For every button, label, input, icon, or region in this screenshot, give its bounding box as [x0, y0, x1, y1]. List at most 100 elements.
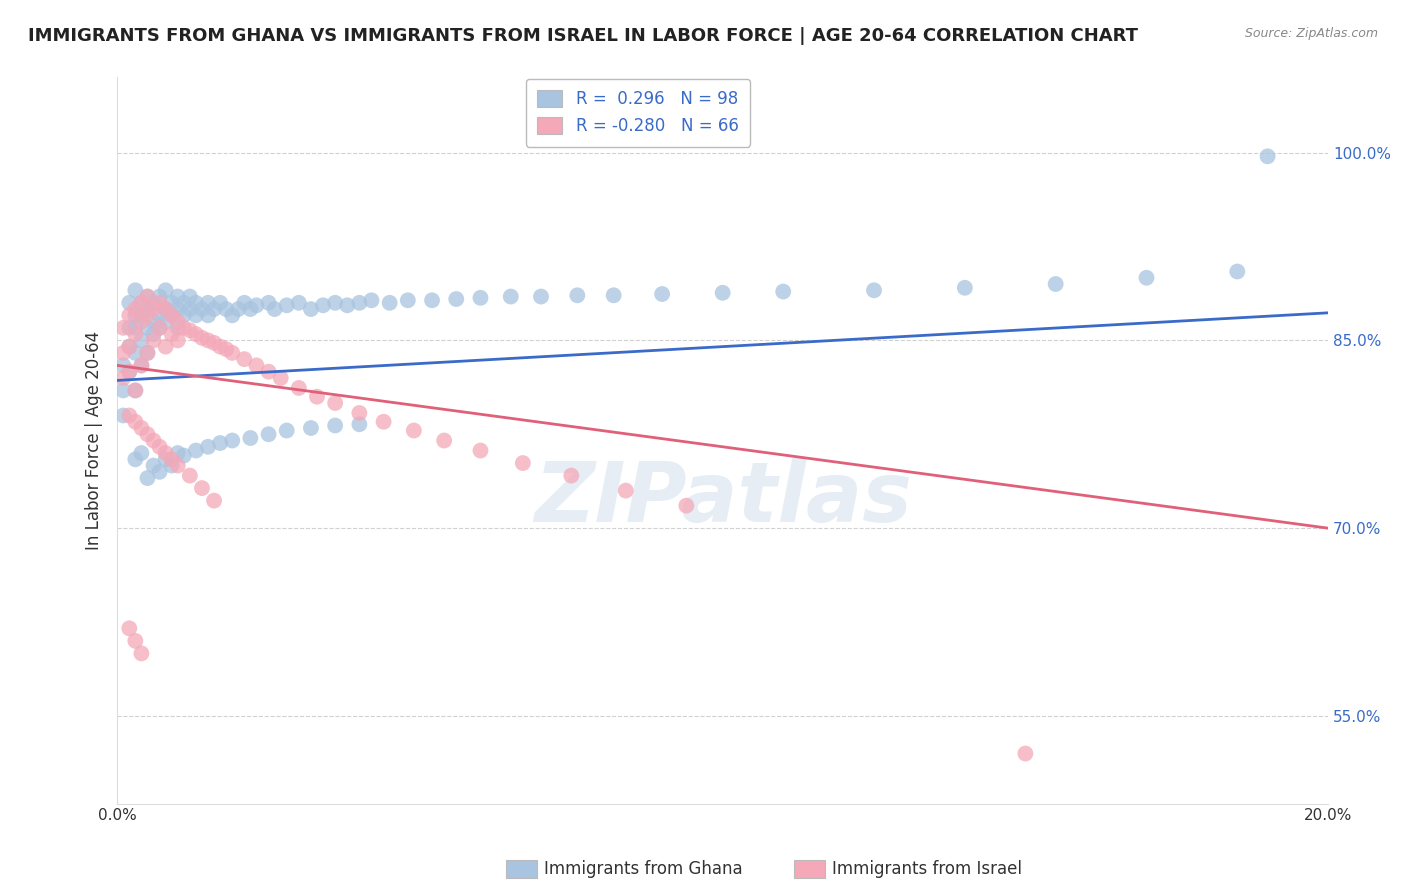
Point [155, 340, 177, 354]
Point [155, 452, 177, 467]
Point [112, 321, 135, 335]
Text: Source: ZipAtlas.com: Source: ZipAtlas.com [1244, 27, 1378, 40]
Point [136, 321, 159, 335]
Point [470, 291, 492, 305]
Point [197, 309, 219, 323]
Point [136, 346, 159, 360]
Point [118, 295, 141, 310]
Point [173, 449, 195, 463]
Point [124, 321, 146, 335]
Legend: R =  0.296   N = 98, R = -0.280   N = 66: R = 0.296 N = 98, R = -0.280 N = 66 [526, 78, 751, 146]
Point [112, 384, 135, 398]
Point [136, 301, 159, 316]
Point [142, 295, 165, 310]
Point [312, 298, 335, 312]
Point [124, 283, 146, 297]
Point [191, 301, 214, 316]
Point [202, 335, 225, 350]
Point [336, 298, 359, 312]
Point [173, 309, 195, 323]
Point [675, 499, 697, 513]
Point [166, 321, 188, 335]
Point [245, 359, 267, 373]
Point [142, 434, 165, 448]
Point [239, 431, 262, 445]
Point [560, 468, 582, 483]
Point [470, 443, 492, 458]
Y-axis label: In Labor Force | Age 20-64: In Labor Force | Age 20-64 [86, 331, 103, 550]
Point [602, 288, 624, 302]
Point [124, 452, 146, 467]
Point [173, 295, 195, 310]
Point [245, 298, 267, 312]
Point [148, 295, 170, 310]
Point [136, 289, 159, 303]
Point [131, 295, 153, 310]
Point [131, 446, 153, 460]
Point [131, 334, 153, 348]
Point [142, 334, 165, 348]
Point [276, 298, 298, 312]
Point [160, 309, 183, 323]
Point [184, 309, 207, 323]
Text: IMMIGRANTS FROM GHANA VS IMMIGRANTS FROM ISRAEL IN LABOR FORCE | AGE 20-64 CORRE: IMMIGRANTS FROM GHANA VS IMMIGRANTS FROM… [28, 27, 1137, 45]
Point [197, 440, 219, 454]
Point [148, 309, 170, 323]
Point [112, 409, 135, 423]
Point [136, 471, 159, 485]
Point [239, 301, 262, 316]
Point [136, 309, 159, 323]
Point [166, 334, 188, 348]
Point [131, 309, 153, 323]
Point [402, 424, 425, 438]
Point [166, 446, 188, 460]
Point [142, 327, 165, 342]
Point [184, 443, 207, 458]
Point [257, 365, 280, 379]
Point [197, 334, 219, 348]
Point [142, 315, 165, 329]
Point [160, 327, 183, 342]
Point [136, 427, 159, 442]
Point [118, 340, 141, 354]
Point [1014, 747, 1036, 761]
Point [323, 418, 346, 433]
Point [142, 301, 165, 316]
Point [131, 295, 153, 310]
Point [166, 289, 188, 303]
Point [179, 323, 201, 337]
Point [148, 321, 170, 335]
Point [166, 315, 188, 329]
Point [209, 295, 232, 310]
Point [155, 446, 177, 460]
Point [155, 283, 177, 297]
Point [202, 493, 225, 508]
Point [499, 289, 522, 303]
Point [148, 440, 170, 454]
Point [567, 288, 589, 302]
Point [349, 295, 371, 310]
Point [257, 295, 280, 310]
Point [420, 293, 443, 308]
Point [433, 434, 456, 448]
Point [446, 292, 468, 306]
Point [202, 301, 225, 316]
Point [323, 295, 346, 310]
Point [191, 481, 214, 495]
Point [373, 415, 395, 429]
Point [197, 295, 219, 310]
Point [166, 458, 188, 473]
Point [179, 301, 201, 316]
Point [711, 285, 734, 300]
Point [124, 633, 146, 648]
Point [179, 468, 201, 483]
Point [112, 359, 135, 373]
Point [221, 346, 243, 360]
Point [118, 409, 141, 423]
Point [772, 285, 794, 299]
Point [124, 301, 146, 316]
Point [124, 309, 146, 323]
Point [953, 281, 976, 295]
Point [160, 458, 183, 473]
Point [148, 321, 170, 335]
